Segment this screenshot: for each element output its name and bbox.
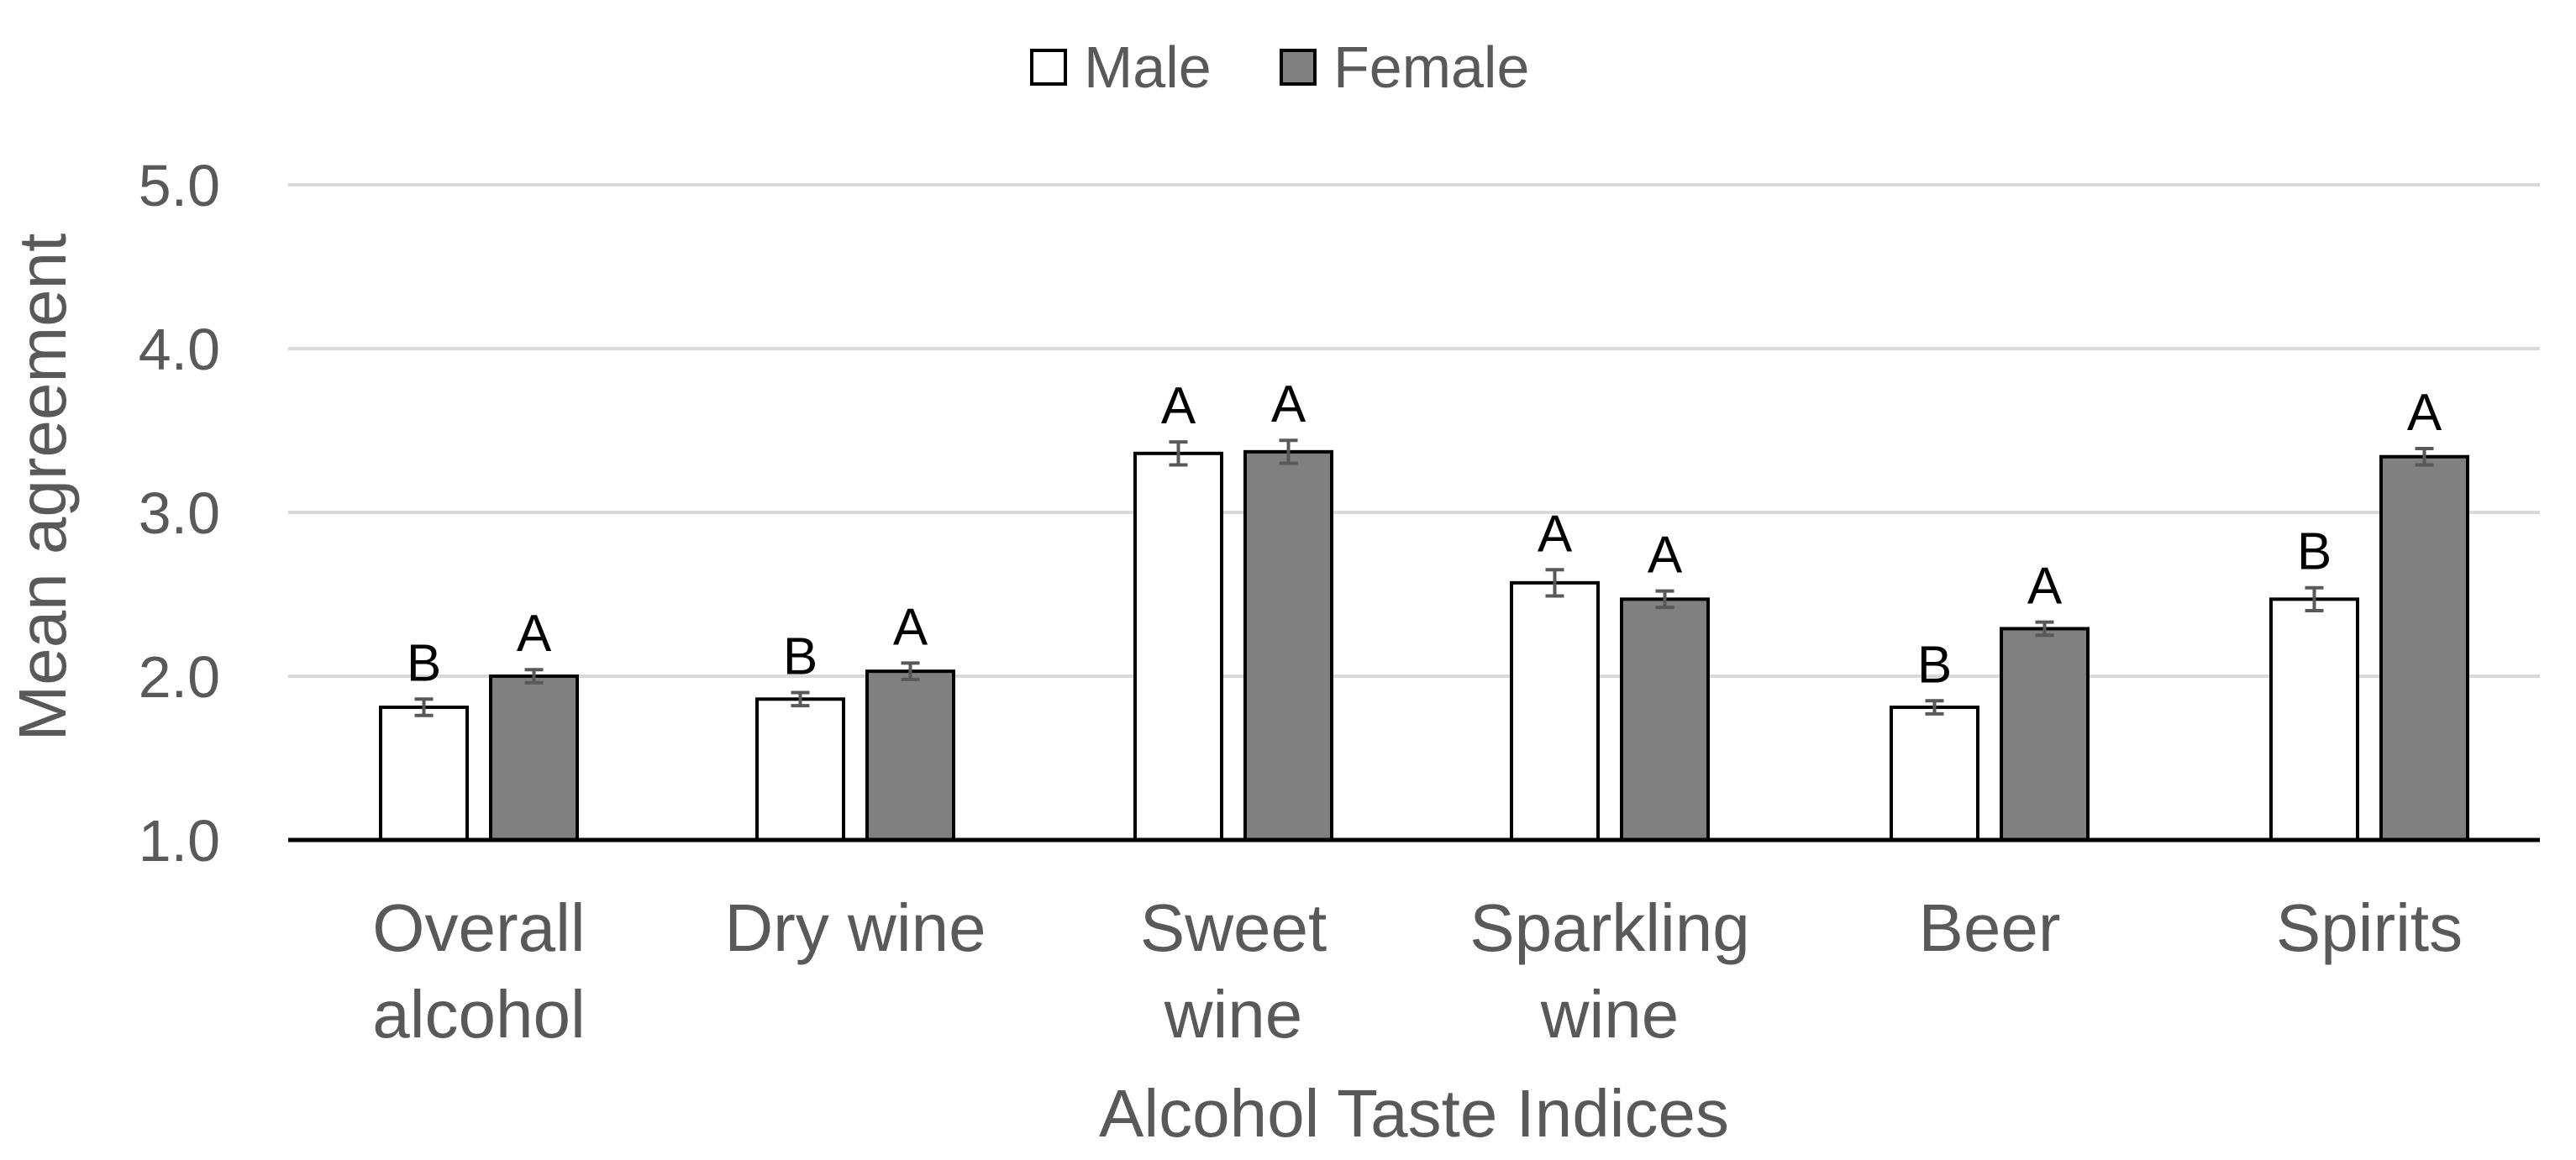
- bar-male: [1890, 706, 1979, 842]
- y-tick-label: 1.0: [139, 808, 220, 874]
- bar-female: [489, 674, 579, 842]
- x-tick-label: Spirits: [2276, 890, 2463, 965]
- significance-label: A: [1648, 527, 1683, 585]
- significance-label: A: [893, 598, 928, 656]
- y-tick-label: 5.0: [139, 153, 220, 218]
- x-axis-title: Alcohol Taste Indices: [1099, 1076, 1729, 1151]
- bar-male: [755, 697, 845, 842]
- legend-swatch-male: [1030, 49, 1067, 86]
- significance-label: A: [1161, 377, 1196, 435]
- bar-male: [1133, 451, 1223, 842]
- bars: B B A A B B A A A A A A: [379, 375, 2469, 842]
- y-tick-label: 3.0: [139, 480, 220, 546]
- significance-label: B: [2297, 523, 2332, 581]
- significance-label: B: [783, 628, 817, 686]
- y-axis-title: Mean agreement: [5, 234, 80, 742]
- bar-male: [2269, 597, 2359, 842]
- x-axis-labels: Overall alcohol Dry wine Sweet wine Sparkling…: [372, 890, 2463, 1052]
- bar-female: [2000, 627, 2090, 842]
- x-tick-label: wine: [1540, 977, 1680, 1052]
- bar-male: [379, 706, 469, 842]
- x-tick-label: Sparkling: [1469, 890, 1750, 965]
- significance-label: A: [517, 605, 552, 663]
- legend: Male Female: [1030, 34, 1529, 100]
- x-tick-label: Beer: [1919, 890, 2061, 965]
- significance-label: A: [1271, 375, 1306, 433]
- legend-swatch-female: [1280, 49, 1317, 86]
- bar-male: [1510, 580, 1600, 842]
- bar-female: [1243, 449, 1333, 842]
- x-tick-label: wine: [1164, 977, 1303, 1052]
- x-tick-label: Sweet: [1140, 890, 1327, 965]
- significance-label: B: [1917, 636, 1952, 694]
- y-axis-ticks: 1.0 2.0 3.0 4.0 5.0: [139, 153, 220, 874]
- bar-female: [1620, 597, 1710, 842]
- bar-female: [865, 669, 955, 842]
- bar-female: [2379, 454, 2469, 842]
- y-tick-label: 2.0: [139, 644, 220, 710]
- legend-label-female: Female: [1333, 34, 1529, 100]
- gridlines: [288, 183, 2540, 678]
- x-tick-label: alcohol: [372, 977, 586, 1052]
- significance-label: A: [2027, 558, 2063, 616]
- x-tick-label: Overall: [372, 890, 585, 965]
- significance-label: A: [1538, 505, 1573, 563]
- legend-label-male: Male: [1084, 34, 1212, 100]
- x-tick-label: Dry wine: [724, 890, 986, 965]
- significance-label: A: [2407, 384, 2442, 442]
- y-tick-label: 4.0: [139, 317, 220, 382]
- significance-label: B: [407, 634, 441, 692]
